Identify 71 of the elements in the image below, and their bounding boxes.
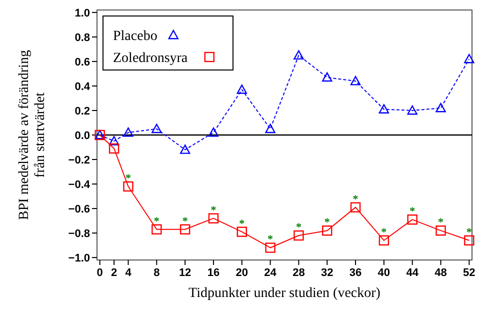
point [378, 235, 390, 246]
y-tick-label: 0.0 [74, 130, 90, 142]
x-tick-label: 8 [154, 267, 160, 279]
point [108, 143, 120, 154]
x-tick-label: 52 [463, 267, 476, 279]
annotation: * [410, 206, 416, 218]
annotation: * [324, 216, 330, 229]
x-tick-label: 44 [406, 267, 420, 279]
annotation: * [438, 216, 444, 229]
point [180, 224, 190, 234]
y-tick-label: 0.4 [74, 80, 91, 93]
point [464, 54, 474, 64]
y-tick-label: 0.2 [74, 105, 90, 118]
x-tick-label: 48 [434, 267, 447, 279]
point [322, 225, 332, 236]
annotation: * [352, 193, 359, 206]
point [350, 202, 361, 212]
x-tick-label: 0 [96, 267, 103, 279]
x-tick-label: 28 [292, 267, 305, 279]
annotation: * [182, 215, 188, 228]
point [294, 230, 304, 241]
x-tick-label: 24 [264, 267, 278, 279]
y-tick-label: −0.8 [68, 228, 90, 240]
x-tick-label: 36 [349, 267, 362, 279]
x-tick-label: 32 [320, 267, 334, 279]
annotation: * [126, 172, 132, 184]
y-axis-title: BPI medelvärde av förändring från startvärdet [17, 50, 48, 220]
point [180, 144, 190, 154]
y-tick-label: 1.0 [74, 7, 90, 20]
point [236, 226, 247, 237]
x-tick-label: 2 [110, 267, 118, 279]
point [265, 242, 276, 253]
point [378, 104, 390, 114]
x-tick-label: 4 [125, 267, 132, 279]
x-tick-label: 40 [378, 267, 390, 279]
y-tick-label: −0.4 [68, 178, 91, 191]
annotation: * [381, 226, 388, 238]
point [123, 181, 134, 192]
x-tick-label: 20 [236, 267, 248, 279]
point [236, 84, 247, 94]
x-tick-label: 12 [178, 267, 192, 279]
y-tick-label: 0.8 [74, 32, 90, 44]
annotation: * [296, 221, 302, 234]
point [322, 72, 332, 82]
point [436, 102, 446, 112]
legend-label: Placebo [113, 28, 158, 44]
x-tick-label: 16 [207, 267, 220, 279]
point [152, 124, 162, 134]
point [350, 76, 361, 86]
point [407, 214, 418, 225]
y-tick-label: −0.2 [68, 154, 90, 166]
annotation: * [268, 234, 274, 246]
annotation: * [466, 226, 472, 238]
point [208, 127, 219, 137]
annotation: * [239, 218, 246, 230]
annotation: * [154, 215, 160, 228]
annotation: * [210, 204, 217, 216]
point [123, 127, 134, 137]
x-axis-title: Tidpunkter under studien (veckor) [188, 286, 381, 301]
point [152, 224, 162, 234]
point [294, 50, 304, 60]
point [265, 124, 276, 134]
y-tick-label: −1.0 [68, 252, 90, 264]
point [108, 136, 120, 146]
y-tick-label: −0.6 [68, 203, 90, 216]
legend-label: Zoledronsyra [113, 50, 188, 66]
point [464, 235, 474, 246]
point [208, 213, 219, 224]
point [436, 225, 446, 236]
y-tick-label: 0.6 [74, 56, 90, 68]
point [407, 105, 418, 115]
